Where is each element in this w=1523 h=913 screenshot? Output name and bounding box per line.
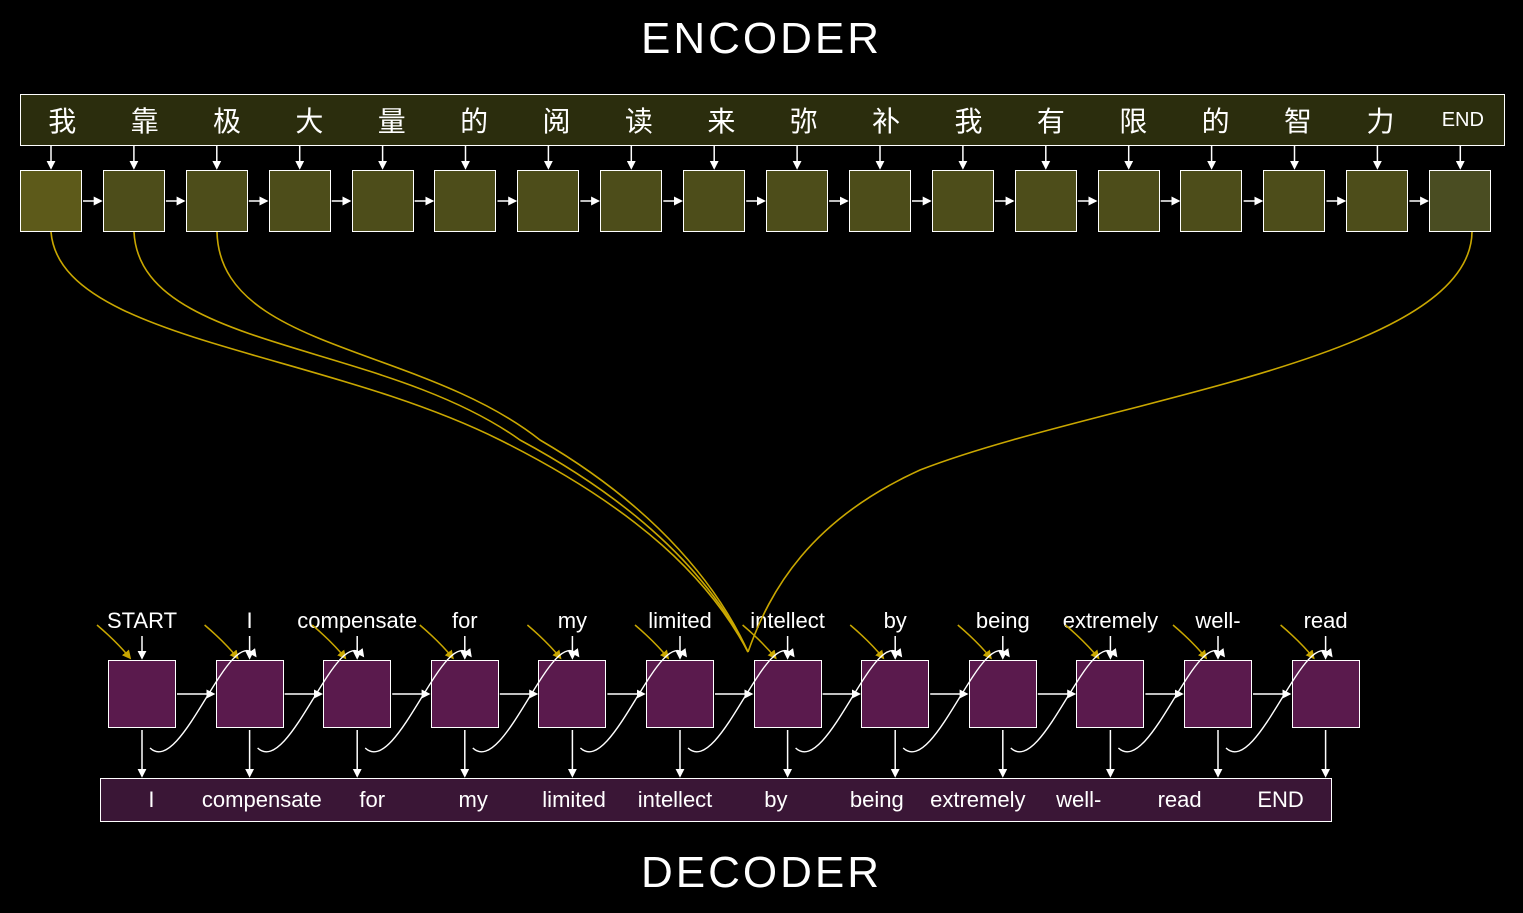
decoder-input-label: compensate bbox=[297, 608, 417, 634]
encoder-state-box bbox=[186, 170, 248, 232]
decoder-output-token: END bbox=[1230, 787, 1331, 813]
decoder-state-box bbox=[861, 660, 929, 728]
encoder-token: 来 bbox=[680, 100, 762, 140]
encoder-state-box bbox=[1346, 170, 1408, 232]
decoder-state-box bbox=[1076, 660, 1144, 728]
decoder-input-label: extremely bbox=[1063, 608, 1158, 634]
encoder-input-strip: 我靠极大量的阅读来弥补我有限的智力END bbox=[20, 94, 1505, 146]
decoder-state-box bbox=[1292, 660, 1360, 728]
encoder-token: 我 bbox=[21, 100, 103, 140]
decoder-state-box bbox=[969, 660, 1037, 728]
encoder-state-box bbox=[103, 170, 165, 232]
decoder-box-row bbox=[108, 660, 1360, 728]
encoder-token: 补 bbox=[845, 100, 927, 140]
encoder-state-box bbox=[683, 170, 745, 232]
decoder-state-box bbox=[431, 660, 499, 728]
decoder-title: DECODER bbox=[0, 848, 1523, 898]
decoder-output-token: by bbox=[725, 787, 826, 813]
encoder-token: 我 bbox=[927, 100, 1009, 140]
encoder-state-box bbox=[20, 170, 82, 232]
decoder-state-box bbox=[646, 660, 714, 728]
decoder-input-label: intellect bbox=[750, 608, 825, 634]
decoder-output-token: extremely bbox=[927, 787, 1028, 813]
encoder-state-box bbox=[1263, 170, 1325, 232]
decoder-input-label: START bbox=[107, 608, 177, 634]
encoder-state-box bbox=[849, 170, 911, 232]
encoder-state-box bbox=[269, 170, 331, 232]
encoder-state-box bbox=[1098, 170, 1160, 232]
decoder-state-box bbox=[1184, 660, 1252, 728]
encoder-token: 极 bbox=[186, 100, 268, 140]
encoder-state-box bbox=[766, 170, 828, 232]
encoder-state-box bbox=[352, 170, 414, 232]
decoder-output-token: read bbox=[1129, 787, 1230, 813]
encoder-state-box bbox=[932, 170, 994, 232]
encoder-token: 量 bbox=[351, 100, 433, 140]
encoder-token: 读 bbox=[598, 100, 680, 140]
encoder-token: 靠 bbox=[103, 100, 185, 140]
decoder-output-token: compensate bbox=[202, 787, 322, 813]
encoder-title: ENCODER bbox=[0, 14, 1523, 64]
decoder-output-token: I bbox=[101, 787, 202, 813]
encoder-token: 大 bbox=[268, 100, 350, 140]
decoder-input-label: for bbox=[452, 608, 478, 634]
decoder-output-strip: Icompensateformylimitedintellectbybeinge… bbox=[100, 778, 1332, 822]
encoder-token: 弥 bbox=[763, 100, 845, 140]
encoder-token: 的 bbox=[433, 100, 515, 140]
decoder-output-token: being bbox=[826, 787, 927, 813]
encoder-box-row bbox=[20, 170, 1491, 232]
encoder-state-box bbox=[517, 170, 579, 232]
encoder-token: END bbox=[1422, 109, 1504, 132]
decoder-input-label: by bbox=[884, 608, 907, 634]
decoder-input-label: my bbox=[558, 608, 587, 634]
decoder-state-box bbox=[323, 660, 391, 728]
encoder-state-box bbox=[1015, 170, 1077, 232]
decoder-state-box bbox=[754, 660, 822, 728]
decoder-output-token: limited bbox=[524, 787, 625, 813]
encoder-state-box bbox=[434, 170, 496, 232]
decoder-input-label: well- bbox=[1195, 608, 1240, 634]
decoder-input-label: read bbox=[1304, 608, 1348, 634]
encoder-state-box bbox=[600, 170, 662, 232]
encoder-token: 限 bbox=[1092, 100, 1174, 140]
encoder-token: 力 bbox=[1339, 100, 1421, 140]
encoder-token: 有 bbox=[1010, 100, 1092, 140]
decoder-output-token: intellect bbox=[625, 787, 726, 813]
decoder-input-label: I bbox=[247, 608, 253, 634]
decoder-state-box bbox=[216, 660, 284, 728]
decoder-output-token: my bbox=[423, 787, 524, 813]
decoder-state-box bbox=[538, 660, 606, 728]
encoder-token: 智 bbox=[1257, 100, 1339, 140]
decoder-input-label: limited bbox=[648, 608, 712, 634]
decoder-output-token: for bbox=[322, 787, 423, 813]
encoder-state-box bbox=[1180, 170, 1242, 232]
encoder-token: 的 bbox=[1174, 100, 1256, 140]
decoder-output-token: well- bbox=[1028, 787, 1129, 813]
decoder-input-label: being bbox=[976, 608, 1030, 634]
encoder-token: 阅 bbox=[515, 100, 597, 140]
encoder-state-box bbox=[1429, 170, 1491, 232]
decoder-state-box bbox=[108, 660, 176, 728]
